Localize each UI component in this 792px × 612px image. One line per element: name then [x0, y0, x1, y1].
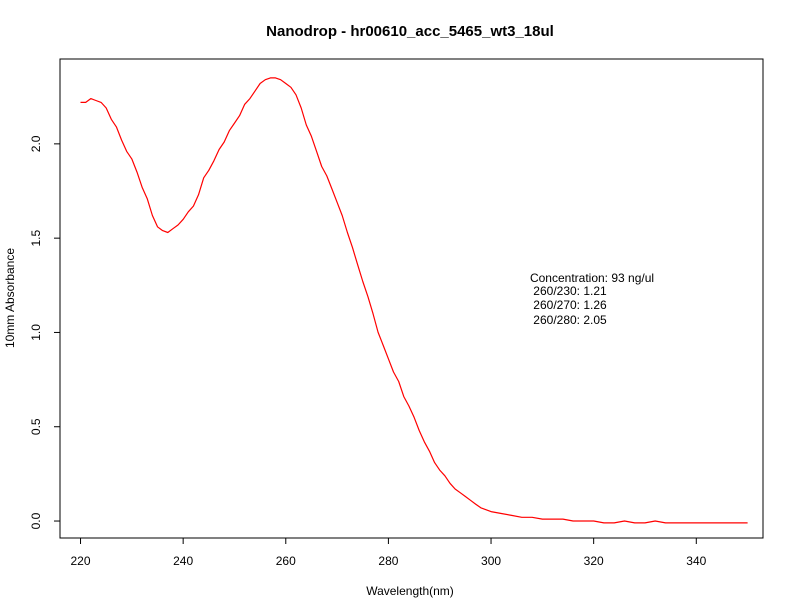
ratio-260-230-text: 260/230: 1.21 [533, 284, 607, 298]
ratio-260-280-text: 260/280: 2.05 [533, 313, 607, 327]
ratio-260-270-text: 260/270: 1.26 [533, 298, 607, 312]
absorbance-series-line [80, 77, 748, 524]
y-tick-label: 1.5 [29, 229, 43, 246]
y-axis: 0.0 0.5 1.0 1.5 2.0 [29, 135, 61, 529]
y-axis-label: 10mm Absorbance [3, 248, 17, 348]
y-tick-label: 0.0 [29, 512, 43, 529]
y-tick-label: 1.0 [29, 324, 43, 341]
y-tick-label: 2.0 [29, 135, 43, 152]
chart-title: Nanodrop - hr00610_acc_5465_wt3_18ul [266, 23, 554, 40]
stats-annotation: Concentration: 93 ng/ul 260/230: 1.21 26… [530, 271, 654, 327]
x-tick-label: 260 [276, 554, 296, 568]
x-tick-label: 300 [481, 554, 501, 568]
x-tick-label: 320 [584, 554, 604, 568]
x-axis-label: Wavelength(nm) [366, 584, 454, 598]
x-tick-label: 340 [686, 554, 706, 568]
x-tick-label: 280 [378, 554, 398, 568]
x-axis: 220 240 260 280 300 320 340 [71, 537, 707, 568]
x-tick-label: 240 [173, 554, 193, 568]
plot-frame [59, 58, 764, 539]
series-layer [80, 77, 748, 524]
concentration-text: Concentration: 93 ng/ul [530, 271, 654, 285]
x-tick-label: 220 [71, 554, 91, 568]
y-tick-label: 0.5 [29, 418, 43, 435]
